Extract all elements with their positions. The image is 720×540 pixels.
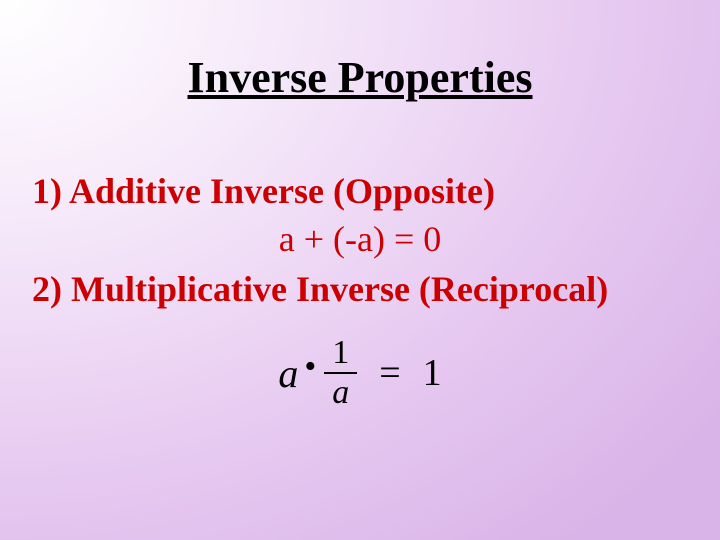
equation-result: 1: [423, 351, 442, 395]
slide-title: Inverse Properties: [0, 52, 720, 103]
equation-equals-sign: =: [379, 351, 400, 395]
list-item-1-equation: a + (-a) = 0: [0, 218, 720, 260]
equation-dot-operator: •: [304, 348, 316, 386]
list-item-2-heading: 2) Multiplicative Inverse (Reciprocal): [32, 268, 608, 310]
fraction-numerator: 1: [324, 336, 357, 372]
slide: Inverse Properties 1) Additive Inverse (…: [0, 0, 720, 540]
fraction-denominator: a: [324, 374, 357, 410]
equation-fraction: 1 a: [324, 336, 357, 410]
list-item-1-heading: 1) Additive Inverse (Opposite): [32, 170, 495, 212]
list-item-2-equation: a • 1 a = 1: [0, 336, 720, 410]
equation-variable-a: a: [278, 350, 298, 397]
